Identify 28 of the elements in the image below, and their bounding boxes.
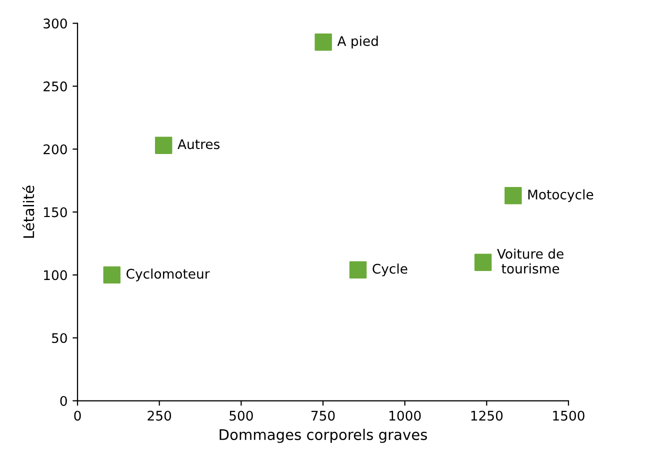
point (314, 34, 332, 51)
x-tick-label: 1250 (471, 410, 503, 421)
x-tick-label: 500 (230, 410, 253, 421)
annotation: A pied (337, 36, 378, 49)
y-tick-label: 300 (44, 18, 67, 28)
annotation: Voiture de tourisme (497, 248, 564, 274)
point (504, 187, 522, 204)
x-axis-title: Dommages corporels graves (220, 428, 427, 443)
point (154, 136, 172, 154)
annotation: Motocycle (528, 189, 594, 202)
y-tick-label: 200 (44, 144, 67, 154)
y-tick-label: 100 (44, 270, 67, 280)
point (349, 261, 367, 279)
point (103, 266, 120, 284)
x-tick-label: 0 (74, 410, 81, 421)
x-tick-label: 1500 (553, 410, 584, 421)
y-tick-label: 150 (44, 207, 67, 218)
y-tick-label: 0 (60, 396, 67, 406)
x-tick-label: 250 (148, 410, 172, 421)
x-tick-label: 1000 (389, 410, 421, 421)
y-tick-label: 250 (44, 81, 67, 92)
x-tick-label: 750 (311, 410, 335, 421)
y-tick-label: 50 (52, 333, 67, 344)
y-axis-title: Létalité (22, 186, 34, 238)
point (474, 254, 492, 271)
annotation: Cyclomoteur (126, 268, 210, 282)
annotation: Autres (178, 139, 220, 150)
annotation: Cycle (372, 264, 408, 276)
